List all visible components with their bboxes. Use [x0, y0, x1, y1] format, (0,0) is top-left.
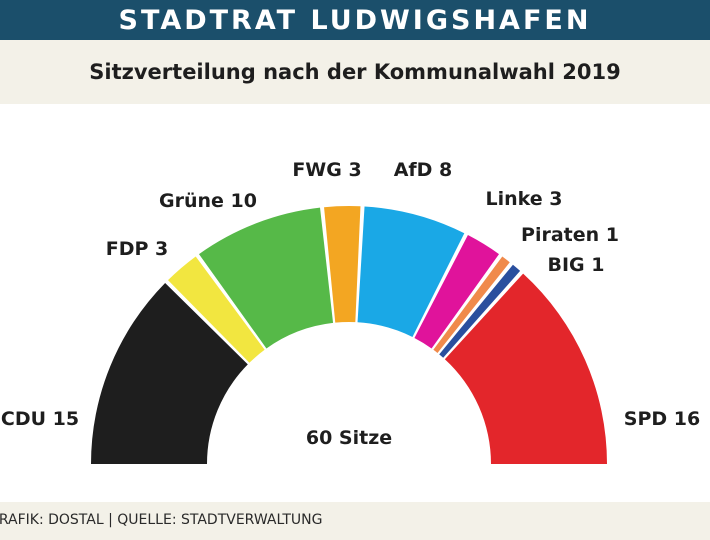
slice-piraten [433, 256, 510, 353]
slice-cdu [91, 283, 248, 464]
page-title: STADTRAT LUDWIGSHAFEN [118, 4, 592, 36]
footer: GRAFIK: DOSTAL | QUELLE: STADTVERWALTUNG [0, 502, 710, 540]
chart-subtitle: Sitzverteilung nach der Kommunalwahl 201… [89, 60, 621, 84]
labels-group: CDU 15 FDP 3 Grüne 10 FWG 3 AfD 8 Linke 3 Pira… [1, 159, 700, 430]
label-piraten: Piraten 1 [521, 224, 619, 246]
label-fdp: FDP 3 [106, 238, 169, 260]
slice-linke [414, 235, 500, 349]
title-banner: STADTRAT LUDWIGSHAFEN [0, 0, 710, 40]
slice-afd [357, 206, 465, 337]
source-credit: GRAFIK: DOSTAL | QUELLE: STADTVERWALTUNG [0, 512, 323, 528]
label-spd: SPD 16 [624, 408, 700, 430]
slice-fdp [168, 256, 265, 363]
label-linke: Linke 3 [486, 188, 563, 210]
slice-spd [444, 273, 607, 464]
label-afd: AfD 8 [394, 159, 453, 181]
chart-area: CDU 15 FDP 3 Grüne 10 FWG 3 AfD 8 Linke 3 Pira… [0, 104, 710, 500]
subtitle-band: Sitzverteilung nach der Kommunalwahl 201… [0, 40, 710, 104]
slice-big [439, 264, 521, 358]
slices-group [91, 206, 607, 464]
label-gr-ne: Grüne 10 [159, 190, 257, 212]
slice-fwg [324, 206, 361, 323]
label-cdu: CDU 15 [1, 408, 79, 430]
center-seats-label: 60 Sitze [306, 427, 392, 449]
seat-distribution-chart: CDU 15 FDP 3 Grüne 10 FWG 3 AfD 8 Linke 3 Pira… [1, 159, 700, 464]
slice-gr-ne [198, 207, 334, 349]
label-big: BIG 1 [548, 254, 605, 276]
label-fwg: FWG 3 [292, 159, 361, 181]
